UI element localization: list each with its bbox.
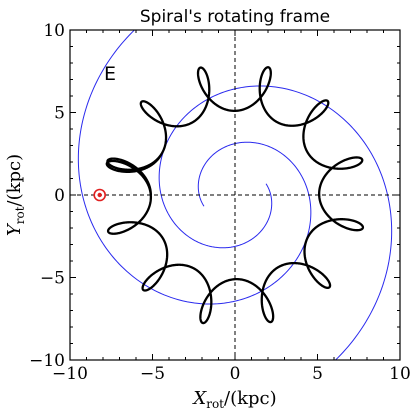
x-tick-label: −10: [52, 364, 88, 384]
spiral-arms: [77, 30, 393, 360]
y-tick-label: 10: [43, 21, 65, 41]
chart-title: Spiral's rotating frame: [140, 7, 330, 27]
x-axis-label: Xrot/(kpc): [191, 388, 276, 411]
y-tick-label: −10: [29, 351, 65, 371]
x-tick-label: 0: [230, 364, 241, 384]
y-axis-label-subscript: rot: [13, 206, 27, 224]
start-marker-dot: [97, 192, 102, 198]
spiral-arm-2: [158, 85, 393, 360]
y-axis-label-unit: /(kpc): [4, 154, 25, 207]
y-axis-label: Yrot/(kpc): [4, 154, 27, 236]
panel-letter: E: [104, 63, 116, 85]
start-marker-ring: [93, 188, 106, 202]
y-tick-label: 5: [54, 104, 65, 124]
x-tick-label: −5: [140, 364, 165, 384]
x-tick-label: 5: [312, 364, 323, 384]
y-tick-label: −5: [40, 269, 65, 289]
orbit-path: [105, 66, 365, 325]
reference-lines: [70, 30, 400, 360]
y-tick-label: 0: [54, 186, 65, 206]
x-axis-label-subscript: rot: [206, 397, 224, 411]
spiral-arm-1: [77, 30, 312, 305]
markers: [93, 188, 106, 202]
orbit-trajectory: [105, 66, 365, 325]
y-axis-label-symbol: Y: [4, 222, 25, 236]
x-axis-label-unit: /(kpc): [224, 388, 277, 409]
axis-ticks: −10 −5 0 5 10 −10 −5 0 5 10: [29, 21, 411, 384]
x-tick-label: 10: [389, 364, 411, 384]
x-axis-label-symbol: X: [191, 388, 207, 409]
